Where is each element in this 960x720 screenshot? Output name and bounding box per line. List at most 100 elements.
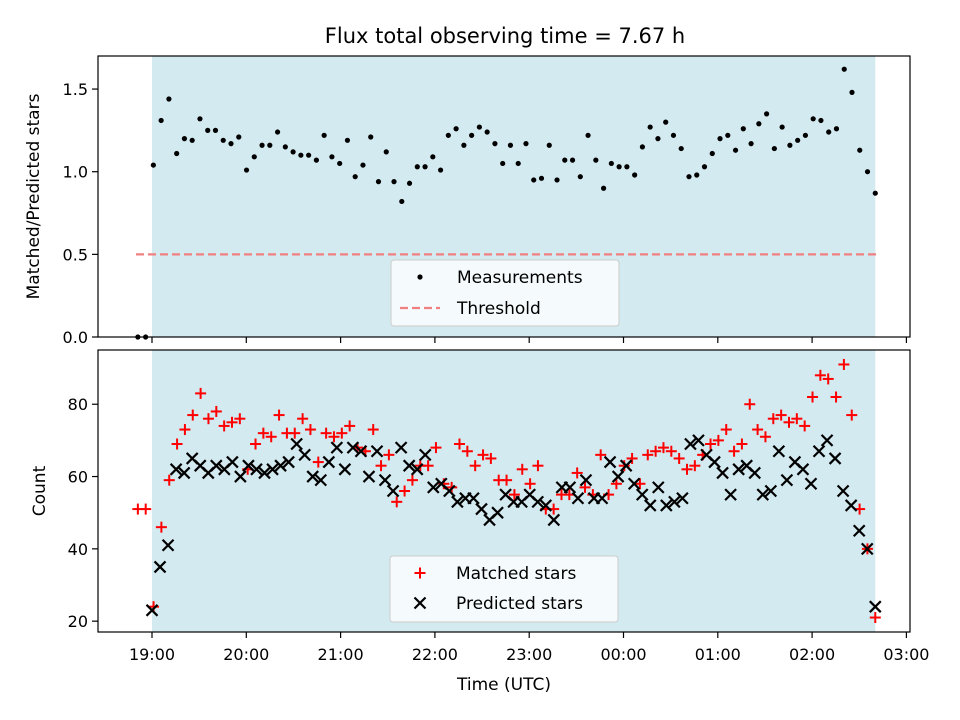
measurement-point (810, 116, 816, 122)
predicted-point (764, 484, 778, 498)
matched-point (689, 460, 701, 472)
predicted-point (338, 463, 352, 476)
measurement-point (406, 180, 413, 186)
predicted-point (804, 477, 818, 491)
measurement-point (236, 134, 242, 140)
legend-measurements-label: Measurements (457, 268, 583, 288)
measurement-point (663, 119, 669, 125)
predicted-point (451, 495, 464, 509)
predicted-point (169, 463, 183, 476)
measurement-point (321, 132, 327, 138)
matched-point (226, 416, 238, 428)
predicted-point (386, 484, 400, 498)
y-tick-label: 1.0 (63, 163, 88, 182)
predicted-point (161, 538, 175, 552)
y-tick-label: 80 (68, 395, 88, 414)
measurement-point (422, 164, 428, 170)
measurement-point (352, 174, 358, 180)
measurement-point (701, 164, 708, 170)
measurement-point (251, 154, 257, 160)
predicted-point (627, 477, 641, 491)
matched-point (532, 460, 544, 472)
predicted-point (579, 473, 593, 487)
predicted-point (330, 441, 344, 454)
predicted-point (370, 444, 384, 458)
predicted-point (145, 604, 159, 617)
measurement-point (212, 127, 219, 133)
measurement-point (375, 179, 382, 185)
measurement-point (492, 141, 498, 147)
matched-point (767, 413, 779, 425)
matched-point (453, 438, 465, 450)
predicted-point (619, 459, 633, 472)
measurement-point (872, 190, 878, 196)
predicted-point (844, 499, 858, 512)
matched-point (775, 409, 787, 421)
x-tick-label: 22:00 (412, 645, 458, 664)
matched-point (391, 496, 403, 508)
measurement-point (391, 179, 397, 185)
matched-point (712, 434, 724, 446)
matched-point (218, 420, 230, 432)
measurement-point (445, 132, 451, 138)
measurement-point (220, 137, 226, 143)
predicted-point (177, 466, 191, 480)
x-tick-label: 03:00 (883, 645, 929, 664)
measurement-point (399, 198, 405, 205)
measurement-point (624, 164, 630, 170)
matched-point (367, 424, 379, 436)
predicted-point (282, 455, 295, 469)
predicted-point (539, 499, 553, 512)
predicted-point (547, 513, 561, 527)
matched-point (657, 442, 669, 454)
measurement-point (181, 136, 188, 142)
measurement-point (585, 132, 591, 138)
measurement-point (600, 185, 607, 191)
y-tick-label: 0.0 (63, 328, 88, 347)
measurement-point (740, 126, 746, 132)
matched-point (783, 416, 795, 428)
predicted-point (418, 448, 432, 462)
predicted-point (362, 470, 376, 483)
measurement-point (274, 129, 281, 135)
matched-point (297, 413, 309, 425)
predicted-point (668, 495, 681, 509)
measurement-point (507, 142, 514, 148)
measurement-point (282, 144, 288, 150)
top-y-axis-label: Matched/Predicted stars (24, 93, 44, 299)
matched-point (399, 485, 411, 497)
predicted-point (258, 466, 271, 480)
matched-point (508, 489, 520, 501)
measurement-point (437, 167, 444, 173)
measurement-point (243, 167, 250, 173)
measurement-point (771, 145, 777, 152)
measurement-point (267, 142, 273, 148)
predicted-point (491, 506, 504, 519)
bottom-axes-frame (97, 349, 911, 633)
measurement-point (841, 66, 847, 72)
measurement-point (818, 117, 824, 124)
predicted-point (153, 560, 167, 574)
measurement-point (616, 164, 622, 170)
predicted-star-points (145, 434, 882, 617)
predicted-point (531, 495, 545, 509)
matched-point (179, 424, 191, 436)
predicted-point (708, 455, 721, 469)
matched-star-points (132, 358, 881, 624)
measurement-point (531, 177, 537, 183)
measurement-point (538, 175, 545, 181)
predicted-point (660, 499, 673, 512)
matched-point (807, 391, 819, 403)
matched-point (375, 460, 387, 472)
measurement-point (857, 147, 863, 153)
matched-point (869, 612, 881, 624)
predicted-point (780, 473, 794, 487)
predicted-point (732, 463, 745, 476)
x-tick-label: 20:00 (223, 645, 269, 664)
legend-threshold-label: Threshold (456, 299, 541, 319)
predicted-point (290, 437, 303, 451)
predicted-point (274, 459, 287, 472)
matched-point (759, 431, 771, 443)
predicted-point (643, 499, 657, 512)
